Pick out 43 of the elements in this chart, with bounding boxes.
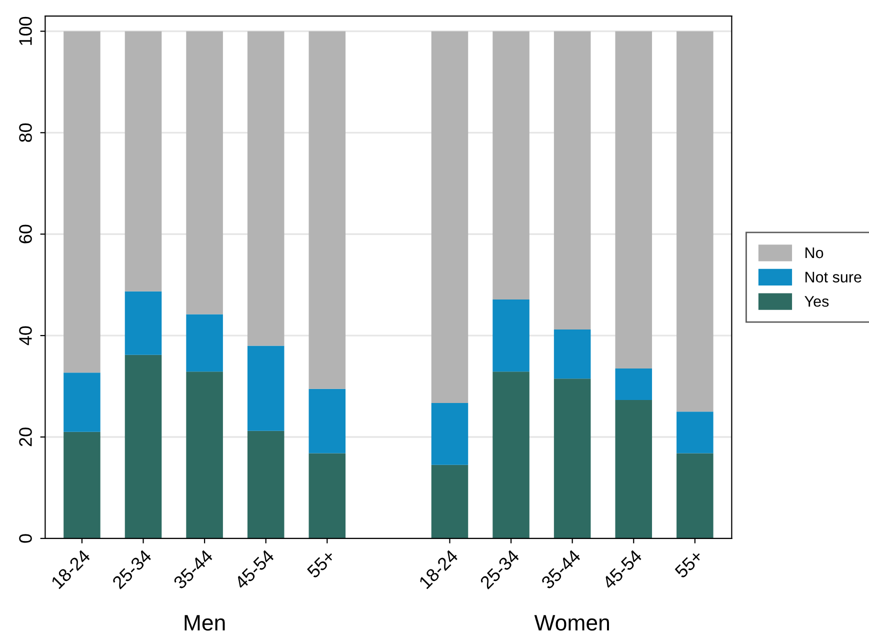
bar: [186, 314, 223, 372]
y-tick-label: 60: [19, 224, 32, 244]
bar: [247, 31, 284, 346]
bar: [186, 372, 223, 538]
bar: [615, 31, 652, 369]
bar: [308, 31, 346, 389]
bar: [554, 378, 591, 538]
bar: [554, 31, 591, 330]
y-tick-label: 20: [19, 428, 32, 446]
legend-label: Yes: [804, 296, 829, 307]
bar: [554, 329, 591, 379]
y-tick-label: 0: [19, 534, 32, 543]
bar: [247, 346, 284, 431]
bar: [676, 412, 714, 454]
y-tick-label: 40: [19, 326, 32, 346]
bar: [186, 31, 223, 314]
bar: [431, 31, 468, 404]
bar: [492, 31, 530, 300]
text: Women: [534, 615, 609, 631]
legend-label: Not sure: [806, 272, 862, 282]
legend-label: No: [806, 248, 824, 258]
bar: [431, 464, 468, 538]
bar: [615, 368, 652, 400]
y-tick-label: 80: [19, 123, 32, 142]
bar: [64, 31, 100, 373]
bar: [308, 388, 346, 454]
bar: [676, 453, 714, 538]
bar: [676, 31, 714, 412]
bar: [124, 31, 162, 292]
x-tick-label: 55+: [674, 549, 704, 579]
bar: [615, 400, 652, 538]
bar: [492, 372, 530, 538]
bar: [124, 354, 162, 538]
y-tick-label: 100: [19, 16, 32, 45]
bar: [64, 432, 100, 538]
bar: [492, 300, 530, 372]
bar: [431, 403, 468, 465]
bar: [247, 430, 284, 538]
bar: [64, 372, 100, 432]
x-tick-label: 55+: [306, 549, 336, 579]
text: Men: [184, 615, 225, 631]
bar: [124, 291, 162, 355]
bar: [308, 453, 346, 538]
